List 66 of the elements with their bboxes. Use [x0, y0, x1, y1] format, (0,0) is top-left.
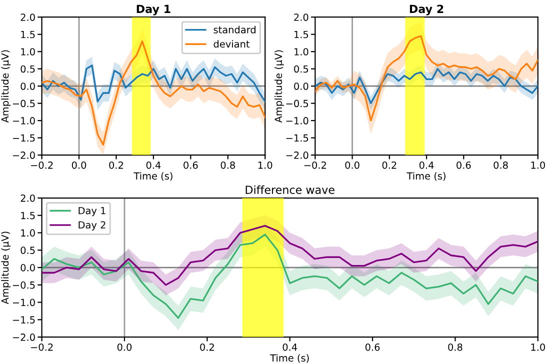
x-tick-label: 0.0	[72, 161, 86, 169]
line-series	[42, 234, 538, 319]
y-tick-label: 2.0	[20, 194, 35, 202]
x-tick-label: 0.4	[282, 343, 298, 351]
x-tick-label: 0.4	[146, 161, 161, 169]
legend-label: Day 2	[78, 221, 106, 230]
y-tick-label: 0.0	[20, 264, 35, 272]
y-tick-label: 2.0	[20, 14, 35, 21]
y-tick-label: 0.0	[294, 82, 308, 90]
x-tick-label: 0.0	[345, 161, 360, 169]
y-tick-label: 1.0	[294, 48, 308, 56]
line-series	[315, 68, 538, 104]
y-tick-label: 1.5	[294, 30, 308, 38]
x-tick-label: 0.6	[365, 343, 380, 351]
x-axis-title: Time (s)	[406, 172, 446, 181]
x-tick-label: 1.0	[531, 343, 545, 351]
line-series	[42, 64, 266, 102]
x-tick-label: −0.2	[31, 161, 53, 169]
y-tick-label: −2.0	[12, 334, 35, 341]
x-tick-label: 0.2	[109, 161, 123, 169]
x-tick-label: 0.0	[117, 343, 132, 351]
legend-label: deviant	[214, 40, 250, 48]
x-tick-label: 1.0	[531, 161, 545, 169]
x-axis-title: Time (s)	[134, 172, 172, 181]
x-tick-label: 0.6	[456, 161, 471, 169]
x-tick-label: 0.6	[184, 161, 198, 169]
line-series	[315, 35, 538, 122]
y-tick-label: −0.5	[12, 281, 35, 289]
y-tick-label: −1.0	[12, 298, 35, 306]
y-axis-title: Amplitude (µV)	[1, 50, 11, 123]
x-tick-label: −0.2	[31, 343, 53, 351]
y-axis-title: Amplitude (µV)	[1, 232, 11, 304]
y-tick-label: −0.5	[286, 100, 308, 108]
x-tick-label: 0.8	[448, 343, 462, 351]
y-tick-label: −1.0	[12, 117, 35, 124]
y-tick-label: −1.0	[286, 117, 308, 124]
y-tick-label: −1.5	[12, 134, 35, 142]
chart-title: Day 2	[410, 4, 444, 16]
y-tick-label: −0.5	[12, 100, 35, 108]
legend-label: Day 1	[78, 207, 106, 216]
x-tick-label: 0.2	[200, 343, 214, 351]
legend-label: standard	[214, 26, 256, 34]
x-tick-label: 0.4	[419, 161, 434, 169]
y-tick-label: 0.5	[294, 65, 308, 73]
y-tick-label: −1.5	[286, 134, 308, 142]
y-tick-label: −2.0	[286, 152, 308, 159]
line-series	[42, 40, 266, 146]
y-tick-label: 1.0	[21, 229, 35, 237]
y-tick-label: 1.5	[21, 30, 35, 38]
y-tick-label: 0.0	[20, 82, 35, 90]
chart-title: Difference wave	[246, 185, 334, 194]
x-tick-label: 0.8	[220, 161, 235, 169]
y-tick-label: 1.0	[21, 48, 35, 56]
x-axis-title: Time (s)	[270, 354, 309, 363]
chart-title: Day 1	[136, 4, 170, 16]
x-tick-label: 1.0	[258, 161, 272, 169]
x-tick-label: 0.8	[494, 161, 508, 169]
y-tick-label: −1.5	[12, 316, 35, 324]
y-tick-label: 1.5	[21, 212, 35, 220]
x-tick-label: −0.2	[304, 161, 326, 169]
y-tick-label: 2.0	[294, 14, 308, 21]
y-axis-title: Amplitude (µV)	[274, 50, 284, 123]
x-tick-label: 0.2	[382, 161, 396, 169]
y-tick-label: 0.5	[20, 246, 35, 254]
y-tick-label: 0.5	[20, 65, 35, 73]
y-tick-label: −2.0	[12, 152, 35, 159]
